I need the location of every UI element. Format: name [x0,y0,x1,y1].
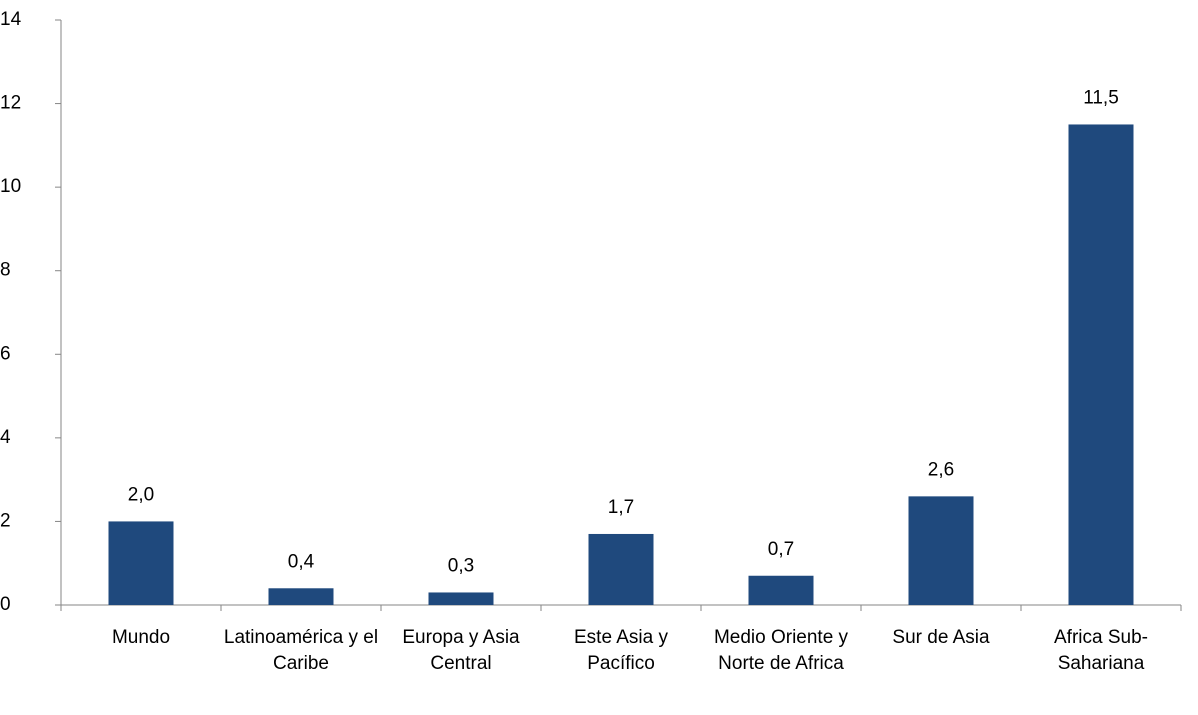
value-label: 1,7 [608,497,634,518]
bar [1068,124,1134,605]
x-tick-label: Mundo [111,627,171,648]
value-label: 2,0 [128,484,154,505]
y-tick-label: 14 [0,9,22,30]
bar [268,588,334,605]
x-tick-label: Latinoamérica y el Caribe [223,627,379,674]
x-tick-label: Medio Oriente y Norte de Africa [713,627,849,674]
y-tick-label: 2 [0,510,11,531]
bar [108,521,174,605]
bar [748,575,814,605]
bar [908,496,974,605]
y-tick-label: 6 [0,343,11,364]
y-tick-label: 8 [0,260,11,281]
value-label: 11,5 [1083,87,1119,108]
y-tick-label: 4 [0,427,11,448]
bar [428,592,494,605]
value-label: 0,4 [288,551,315,572]
y-tick-label: 12 [0,93,21,114]
value-label: 2,6 [928,459,954,480]
x-tick-label: Sur de Asia [892,627,990,648]
value-label: 0,3 [448,555,474,576]
x-tick-label: Africa Sub-Sahariana [1054,627,1148,674]
bar [588,533,654,605]
y-tick-label: 0 [0,594,11,615]
y-tick-label: 10 [0,176,21,197]
x-tick-label: Este Asia y Pacífico [574,627,668,674]
x-tick-label: Europa y Asia Central [402,627,520,674]
value-label: 0,7 [768,539,794,560]
